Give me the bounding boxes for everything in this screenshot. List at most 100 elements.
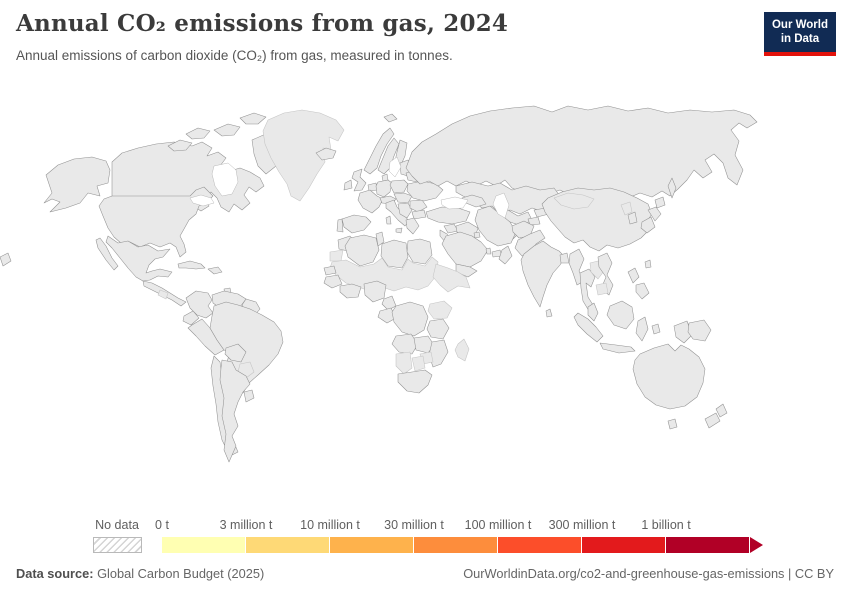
country-senegal[interactable] [323, 265, 337, 276]
country-mozambique[interactable] [428, 339, 449, 368]
country-mongolia[interactable] [553, 192, 595, 210]
country-tunisia[interactable] [375, 231, 385, 247]
country-bulgaria[interactable] [411, 209, 427, 220]
country-nicaragua[interactable] [157, 289, 169, 300]
legend-bar[interactable] [162, 537, 750, 553]
region-java[interactable] [599, 342, 636, 354]
country-usa-alaska[interactable] [43, 156, 111, 213]
region-sardinia[interactable] [385, 215, 392, 225]
country-syria[interactable] [443, 223, 459, 234]
country-madagascar[interactable] [454, 338, 470, 362]
country-saudi-arabia[interactable] [441, 231, 489, 268]
owid-logo-line1: Our World [771, 19, 828, 31]
country-india[interactable] [520, 240, 566, 308]
country-hispaniola[interactable] [207, 266, 223, 275]
country-philippines[interactable] [627, 267, 650, 300]
country-ireland[interactable] [343, 179, 353, 191]
country-japan[interactable] [640, 196, 666, 234]
country-tajikistan[interactable] [527, 216, 541, 226]
country-pakistan[interactable] [514, 229, 546, 257]
country-norway[interactable] [363, 127, 395, 175]
country-sri-lanka[interactable] [545, 308, 553, 318]
country-kuwait[interactable] [473, 231, 481, 239]
region-indonesia-papua[interactable] [673, 320, 693, 344]
legend-ticks: 0 t 3 million t 10 million t 30 million t 10… [155, 518, 762, 534]
country-mexico-baja[interactable] [95, 237, 119, 271]
region-borneo[interactable] [606, 300, 635, 330]
country-nigeria[interactable] [363, 280, 387, 303]
country-france[interactable] [357, 189, 384, 214]
country-algeria[interactable] [344, 234, 380, 267]
country-namibia[interactable] [395, 351, 413, 375]
legend-segment-1[interactable] [246, 537, 330, 553]
country-uruguay[interactable] [243, 389, 255, 403]
region-balkans[interactable] [397, 202, 413, 219]
region-east-africa[interactable] [427, 300, 453, 320]
footer-link[interactable]: OurWorldinData.org/co2-and-greenhouse-ga… [463, 566, 834, 581]
legend-tick: 0 t [155, 518, 169, 532]
country-peru[interactable] [187, 318, 225, 356]
region-guinea[interactable] [323, 274, 343, 289]
legend-segment-2[interactable] [330, 537, 414, 553]
country-uk[interactable] [351, 168, 367, 192]
country-russia[interactable] [405, 105, 758, 199]
legend-no-data-swatch[interactable] [93, 537, 142, 553]
country-canada-islands[interactable] [167, 112, 297, 152]
region-svalbard[interactable] [383, 113, 398, 123]
legend-segment-4[interactable] [498, 537, 582, 553]
region-ivory-coast-ghana[interactable] [339, 283, 362, 299]
legend-segment-0[interactable] [162, 537, 246, 553]
country-poland[interactable] [389, 179, 409, 194]
region-benelux[interactable] [367, 182, 378, 192]
country-papua-new-guinea[interactable] [687, 319, 712, 342]
region-sumatra[interactable] [573, 312, 604, 343]
country-greece[interactable] [405, 217, 420, 235]
country-iceland[interactable] [315, 147, 337, 161]
owid-logo[interactable]: Our World in Data [763, 12, 836, 56]
country-russia-chukotka-wrap[interactable] [0, 252, 12, 267]
region-horn-of-africa[interactable] [432, 263, 471, 293]
country-romania[interactable] [409, 199, 428, 213]
country-turkey[interactable] [425, 206, 471, 225]
country-qatar[interactable] [485, 247, 492, 255]
legend-segment-3[interactable] [414, 537, 498, 553]
country-bangladesh[interactable] [559, 252, 570, 264]
country-libya[interactable] [380, 239, 409, 269]
legend-segment-6[interactable] [666, 537, 750, 553]
region-western-sahara[interactable] [329, 249, 344, 262]
country-oman[interactable] [498, 245, 513, 265]
region-tasmania[interactable] [667, 418, 678, 430]
country-cuba[interactable] [177, 260, 206, 270]
country-greenland[interactable] [262, 109, 345, 202]
hudson-bay [211, 162, 239, 197]
country-bolivia[interactable] [224, 343, 247, 363]
country-russia-sakhalin[interactable] [667, 177, 677, 199]
country-cameroon[interactable] [381, 295, 397, 311]
country-cambodia[interactable] [595, 282, 609, 296]
country-drc[interactable] [391, 301, 429, 337]
country-botswana[interactable] [411, 355, 426, 372]
legend-segment-5[interactable] [582, 537, 666, 553]
country-portugal[interactable] [336, 218, 344, 233]
country-angola[interactable] [391, 333, 419, 355]
country-taiwan[interactable] [644, 259, 652, 269]
country-new-zealand[interactable] [704, 403, 728, 429]
country-south-africa[interactable] [397, 369, 433, 394]
country-argentina[interactable] [219, 359, 251, 463]
country-malaysia[interactable] [587, 302, 599, 322]
country-mexico[interactable] [105, 235, 173, 282]
country-spain[interactable] [341, 214, 372, 234]
footer-source-text[interactable]: Global Carbon Budget (2025) [97, 566, 265, 581]
region-sulawesi[interactable] [635, 316, 661, 342]
country-australia[interactable] [632, 343, 706, 410]
country-south-korea[interactable] [627, 211, 638, 225]
region-gabon-congo[interactable] [377, 307, 397, 324]
country-north-korea[interactable] [620, 201, 633, 216]
country-vietnam[interactable] [597, 252, 614, 296]
country-tanzania[interactable] [426, 318, 450, 340]
region-central-europe[interactable] [393, 192, 413, 204]
country-ecuador[interactable] [182, 310, 200, 326]
baltic-sea [388, 156, 402, 178]
country-germany[interactable] [375, 179, 393, 198]
country-egypt[interactable] [406, 238, 433, 265]
